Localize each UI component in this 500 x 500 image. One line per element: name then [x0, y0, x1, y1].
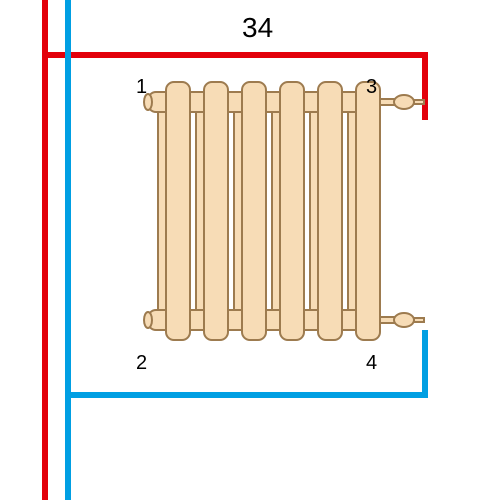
port-label-4: 4	[366, 352, 377, 375]
port-label-1: 1	[136, 76, 147, 99]
radiator-column-front	[280, 82, 304, 340]
port-label-3: 3	[366, 76, 377, 99]
radiator-column-front	[204, 82, 228, 340]
radiator-column-front	[166, 82, 190, 340]
valve-top	[380, 95, 424, 109]
port-label-2: 2	[136, 352, 147, 375]
diagram-title: 34	[242, 12, 273, 44]
radiator-diagram	[0, 0, 500, 500]
radiator-column-front	[356, 82, 380, 340]
radiator-column-front	[242, 82, 266, 340]
radiator	[144, 82, 424, 340]
valve-bottom	[380, 313, 424, 327]
end-cap-bottom	[144, 312, 152, 328]
radiator-column-front	[318, 82, 342, 340]
